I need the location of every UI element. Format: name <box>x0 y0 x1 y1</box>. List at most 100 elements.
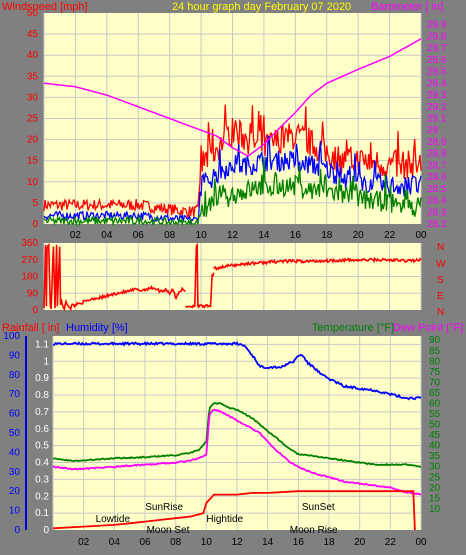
temperature-x-tick-label: 00 <box>415 537 427 548</box>
annotation-label: Lowtide <box>96 514 131 525</box>
humidity-axis-title: Humidity [%] <box>66 322 128 334</box>
temperature-y-tick-label: 45 <box>429 430 441 441</box>
windspeed-axis-title: Windspeed [mph] <box>2 1 88 13</box>
wind-y-tick-label: 50 <box>27 8 39 19</box>
direction-series <box>43 242 422 312</box>
barometer-y-tick-label: 28.3 <box>427 207 447 218</box>
annotation-label: Moon Set <box>147 525 190 536</box>
temperature-x-tick-label: 04 <box>109 537 121 548</box>
direction-y-tick-label: 270 <box>21 255 38 266</box>
rainfall-y-tick-label: 0.9 <box>35 373 49 384</box>
annotation-label: SunSet <box>302 502 335 513</box>
barometer-y-tick-label: 29.8 <box>427 31 447 42</box>
direction-y-tick-label: 180 <box>21 272 38 283</box>
wind-y-tick-label: 0 <box>32 219 38 230</box>
wind-x-tick-label: 04 <box>101 230 113 241</box>
wind-series <box>43 38 422 227</box>
wind-direction-line <box>43 243 77 312</box>
temperature-x-tick-label: 18 <box>323 537 335 548</box>
wind-y-tick-label: 5 <box>32 198 38 209</box>
temperature-x-tick-label: 10 <box>201 537 213 548</box>
barometer-y-tick-label: 28.8 <box>427 149 447 160</box>
temperature-x-tick-label: 02 <box>78 537 90 548</box>
temperature-y-tick-label: 25 <box>429 472 441 483</box>
barometer-y-tick-label: 29 <box>427 125 439 136</box>
rainfall-y-tick-label: 0.2 <box>35 491 49 502</box>
wind-low-line <box>43 156 422 227</box>
rainfall-axis-title: Rainfall [ in] <box>2 322 59 334</box>
temperature-series <box>52 341 422 531</box>
barometer-y-tick-label: 29.3 <box>427 90 447 101</box>
rainfall-y-tick-label: 1.1 <box>35 339 49 350</box>
temperature-panel: 1.110.90.80.70.60.50.40.30.20.10 1009080… <box>3 331 440 548</box>
wind-x-tick-label: 08 <box>164 230 176 241</box>
barometer-y-tick-label: 29.7 <box>427 43 447 54</box>
rainfall-y-ticks: 1.1 1 0.9 0.8 0.7 0.6 0.5 0.4 0.3 0.2 0.1 0 <box>35 339 49 536</box>
rainfall-line <box>52 490 416 531</box>
wind-x-tick-label: 12 <box>227 230 239 241</box>
wind-y-tick-label: 10 <box>27 177 39 188</box>
temperature-y-tick-label: 15 <box>429 493 441 504</box>
humidity-y-tick-label: 100 <box>3 331 20 342</box>
compass-w: W <box>436 259 446 270</box>
direction-y-tick-label: 0 <box>32 305 38 316</box>
wind-y-tick-label: 25 <box>27 114 39 125</box>
temperature-x-tick-label: 08 <box>170 537 182 548</box>
wind-x-tick-label: 18 <box>321 230 333 241</box>
annotation-label: Moon Rise <box>290 525 338 536</box>
wind-x-tick-label: 10 <box>196 230 208 241</box>
barometer-y-tick-label: 28.6 <box>427 172 447 183</box>
humidity-y-tick-label: 20 <box>9 486 21 497</box>
temperature-y-tick-label: 70 <box>429 377 441 388</box>
temperature-y-tick-label: 35 <box>429 451 441 462</box>
rainfall-y-tick-label: 0 <box>43 525 49 536</box>
annotation-label: Hightide <box>206 514 243 525</box>
wind-x-tick-label: 14 <box>258 230 270 241</box>
temperature-x-tick-label: 22 <box>385 537 397 548</box>
humidity-y-tick-label: 90 <box>9 350 21 361</box>
barometer-y-tick-label: 28.9 <box>427 137 447 148</box>
direction-panel: 360 270 180 90 0 N W S E N <box>21 238 446 318</box>
humidity-y-tick-label: 10 <box>9 506 21 517</box>
wind-x-tick-label: 06 <box>133 230 145 241</box>
wind-x-ticks: 02 04 06 08 10 12 14 16 18 20 22 00 <box>70 230 427 241</box>
temperature-line <box>52 402 422 469</box>
rainfall-y-tick-label: 0.6 <box>35 424 49 435</box>
wind-y-tick-label: 40 <box>27 50 39 61</box>
barometer-y-tick-label: 29.1 <box>427 114 447 125</box>
wind-y-tick-label: 15 <box>27 156 39 167</box>
direction-y-tick-label: 360 <box>21 238 38 249</box>
wind-y-tick-label: 30 <box>27 92 39 103</box>
humidity-y-tick-label: 40 <box>9 447 21 458</box>
barometer-y-tick-label: 29.5 <box>427 67 447 78</box>
temperature-y-tick-label: 75 <box>429 367 441 378</box>
barometer-y-ticks: 29.929.829.729.629.529.429.329.229.12928… <box>427 20 447 230</box>
wind-direction-line <box>185 242 215 309</box>
wind-direction-line <box>213 256 422 271</box>
rainfall-y-tick-label: 0.4 <box>35 458 49 469</box>
temperature-y-tick-label: 60 <box>429 398 441 409</box>
barometer-y-tick-label: 29.9 <box>427 20 447 31</box>
temperature-y-tick-label: 30 <box>429 462 441 473</box>
temperature-y-tick-label: 85 <box>429 346 441 357</box>
rainfall-y-tick-label: 0.7 <box>35 407 49 418</box>
humidity-y-tick-label: 80 <box>9 370 21 381</box>
humidity-y-tick-label: 50 <box>9 428 21 439</box>
direction-y-tick-label: 90 <box>27 288 39 299</box>
rainfall-y-tick-label: 0.1 <box>35 508 49 519</box>
direction-y-ticks: 360 270 180 90 0 <box>21 238 38 316</box>
barometer-y-tick-label: 28.4 <box>427 196 447 207</box>
wind-y-tick-label: 35 <box>27 71 39 82</box>
wind-average-line <box>43 134 422 225</box>
barometer-axis-title: Barometer [ in] <box>371 1 443 13</box>
temperature-x-tick-label: 12 <box>231 537 243 548</box>
compass-n-top: N <box>437 242 444 253</box>
temperature-y-tick-label: 65 <box>429 388 441 399</box>
barometer-y-tick-label: 28.5 <box>427 184 447 195</box>
barometer-line <box>43 38 422 157</box>
temperature-axis-title: Temperature [°F] <box>312 322 394 334</box>
temperature-y-tick-label: 20 <box>429 483 441 494</box>
